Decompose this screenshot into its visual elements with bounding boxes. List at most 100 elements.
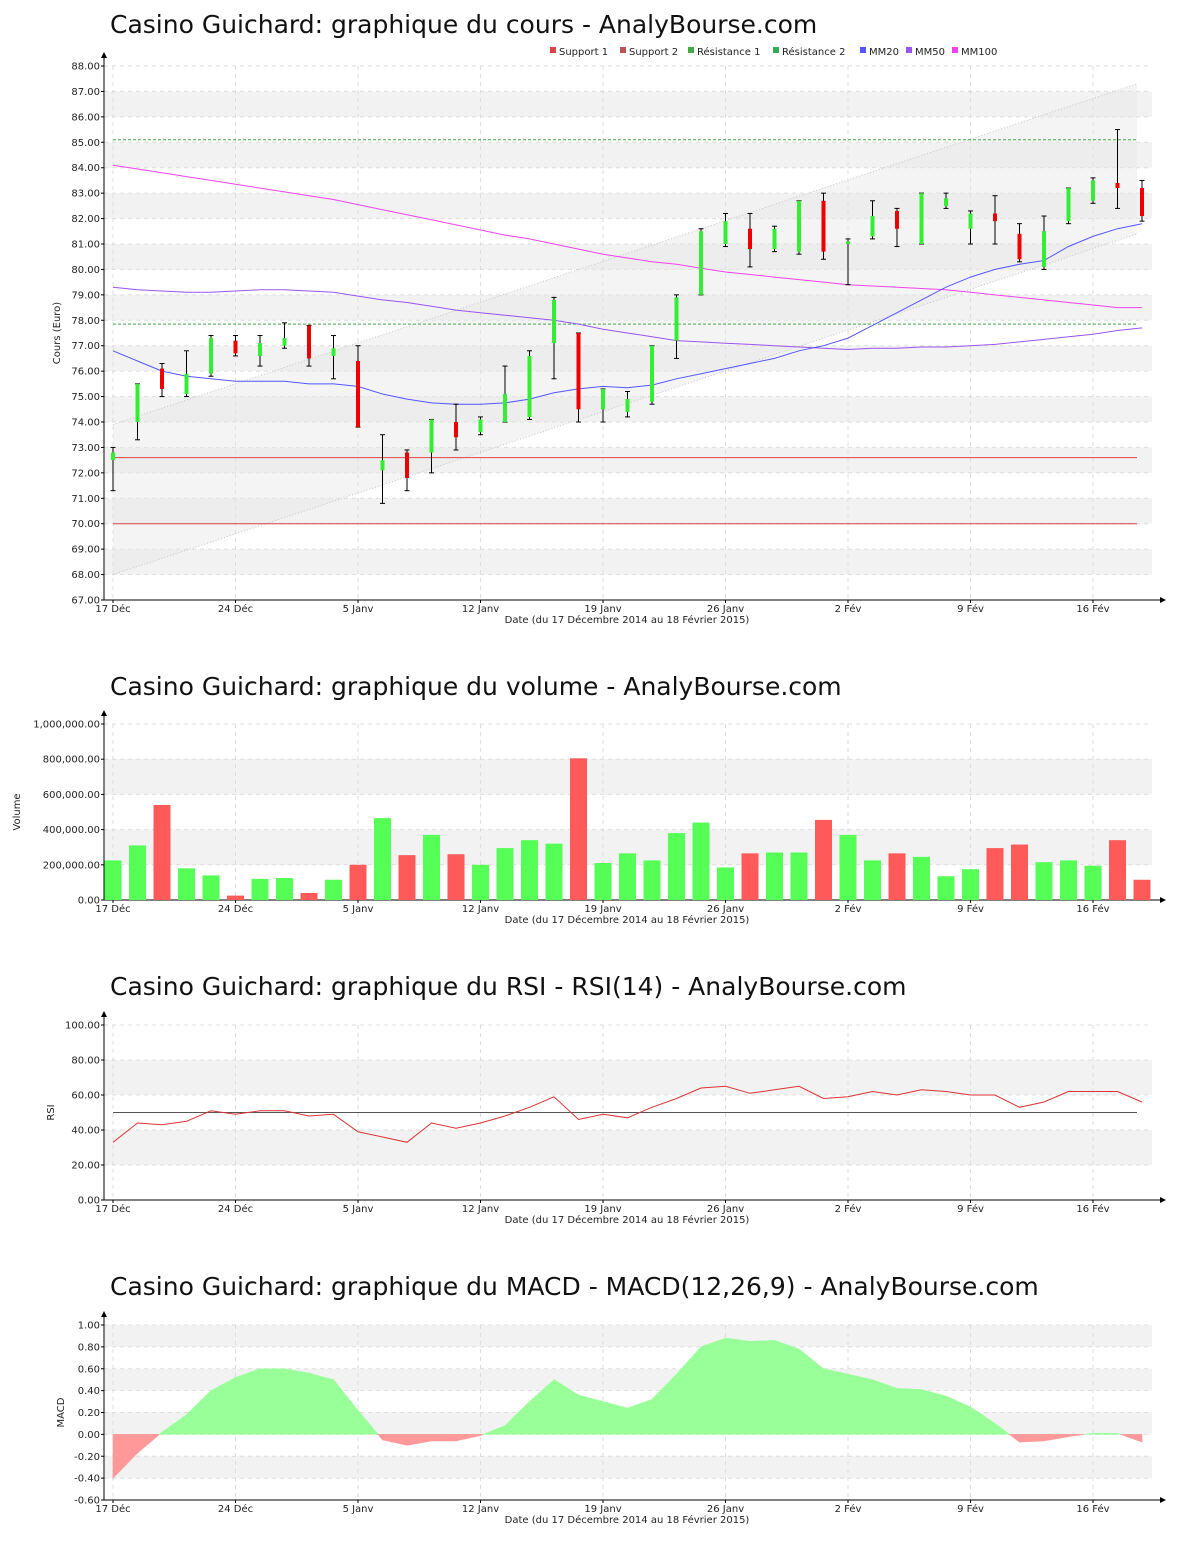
mm20-line [112, 223, 1143, 405]
macd-area-segment [431, 1434, 457, 1442]
candle-body [944, 198, 948, 206]
candle-body [552, 299, 556, 344]
y-tick-label: 82.00 [71, 214, 100, 225]
band [105, 1456, 1152, 1479]
candle-body [209, 338, 213, 374]
x-tick-label: 17 Déc [95, 903, 130, 915]
y-tick-label: 69.00 [71, 545, 100, 556]
volume-bar [766, 852, 783, 900]
y-tick-label: 0.00 [78, 896, 100, 907]
volume-bar [447, 854, 465, 900]
x-tick-label: 26 Janv [707, 1204, 744, 1215]
volume-chart-title: Casino Guichard: graphique du volume - A… [110, 672, 842, 701]
macd-area-segment [774, 1339, 800, 1435]
volume-bar [937, 876, 955, 900]
y-tick-label: 88.00 [71, 62, 100, 73]
macd-area-segment [357, 1409, 379, 1435]
y-tick-label: 40.00 [71, 1126, 100, 1137]
rsi-chart-title: Casino Guichard: graphique du RSI - RSI(… [110, 972, 907, 1001]
legend-label: Support 2 [629, 47, 678, 58]
macd-area-segment [1068, 1434, 1085, 1437]
macd-area-segment [627, 1398, 653, 1435]
macd-area-segment [235, 1368, 261, 1435]
y-axis-arrow [101, 710, 107, 716]
volume-bar [790, 852, 808, 900]
y-tick-label: 78.00 [71, 316, 100, 327]
volume-bar [202, 875, 220, 900]
candle-body [405, 452, 409, 478]
volume-bar [839, 834, 857, 900]
y-tick-label: -0.20 [74, 1452, 100, 1463]
y-tick-label: 71.00 [71, 494, 100, 505]
x-tick-label: 9 Fév [957, 1203, 984, 1215]
candle-body [503, 394, 507, 422]
macd-area-segment [847, 1373, 873, 1435]
candle-body [478, 419, 483, 433]
macd-area-segment [1019, 1434, 1045, 1443]
macd-area-segment [406, 1434, 432, 1446]
y-tick-label: 20.00 [71, 1161, 100, 1172]
volume-chart: 0.00 200,000.00 400,000.00 600,000.00 800,00… [12, 710, 1166, 926]
candle-body [258, 343, 262, 356]
macd-area-segment [970, 1406, 996, 1435]
x-tick-label: 24 Déc [218, 603, 253, 615]
band [105, 759, 1152, 795]
band [105, 345, 1152, 372]
legend-swatch [860, 47, 866, 53]
macd-area-segment [921, 1389, 947, 1435]
macd-area-segment [676, 1346, 702, 1435]
macd-area-segment [1092, 1432, 1118, 1435]
legend-swatch [550, 47, 556, 53]
band [105, 1060, 1152, 1095]
y-tick-label: 800,000.00 [43, 755, 100, 766]
band [105, 1130, 1152, 1165]
macd-area-segment [798, 1348, 824, 1435]
band [105, 447, 1152, 473]
candle-body [307, 325, 311, 359]
x-tick-label: 24 Déc [218, 1503, 253, 1515]
macd-area-segment [382, 1434, 408, 1446]
x-tick-label: 12 Janv [462, 604, 499, 615]
band [105, 142, 1152, 168]
candle-body [454, 422, 458, 438]
y-tick-label: 87.00 [71, 87, 100, 98]
volume-bar [349, 864, 367, 900]
macd-area-segment [823, 1368, 849, 1435]
candle-body [772, 228, 777, 250]
x-tick-label: 5 Janv [343, 904, 374, 915]
y-tick-label: 77.00 [71, 341, 100, 352]
y-tick-label: 72.00 [71, 468, 100, 479]
volume-bar [178, 868, 195, 900]
candle-body [895, 210, 899, 229]
x-tick-label: 12 Janv [462, 1504, 499, 1515]
volume-bar [692, 822, 710, 900]
candle-body [797, 200, 801, 252]
y-tick-label: 73.00 [71, 443, 100, 454]
x-tick-label: 2 Fév [835, 1503, 862, 1515]
x-tick-label: 5 Janv [343, 1204, 374, 1215]
macd-area-segment [137, 1434, 161, 1454]
legend-label: MM50 [915, 47, 945, 58]
volume-bar [423, 834, 440, 900]
x-tick-label: 12 Janv [462, 904, 499, 915]
x-axis-title: Date (du 17 Décembre 2014 au 18 Février … [505, 1214, 750, 1226]
volume-bar [668, 833, 685, 900]
candle-body [233, 340, 238, 354]
x-tick-label: 2 Fév [835, 903, 862, 915]
legend-swatch [773, 47, 779, 53]
y-tick-label: 74.00 [71, 418, 100, 429]
y-tick-label: 85.00 [71, 138, 100, 149]
macd-area-segment [896, 1388, 922, 1435]
candle-body [160, 368, 164, 389]
legend-label: Résistance 2 [782, 46, 845, 58]
x-tick-label: 19 Janv [584, 1504, 621, 1515]
macd-area-segment [1008, 1434, 1020, 1443]
macd-area-segment [308, 1372, 334, 1435]
y-axis-title: RSI [46, 1104, 57, 1120]
y-tick-label: 400,000.00 [43, 825, 100, 836]
x-axis-title: Date (du 17 Décembre 2014 au 18 Février … [505, 914, 750, 926]
x-tick-label: 9 Fév [957, 603, 984, 615]
candle-body [821, 200, 826, 252]
candle-body [1115, 182, 1120, 189]
x-tick-label: 5 Janv [343, 604, 374, 615]
